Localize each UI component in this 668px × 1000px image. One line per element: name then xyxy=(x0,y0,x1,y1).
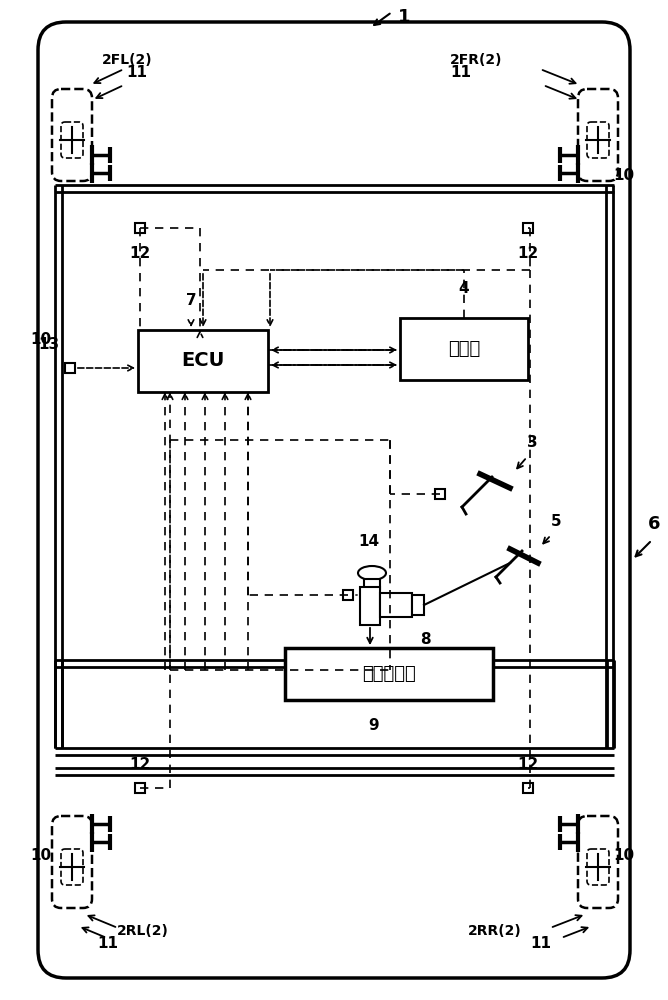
Text: 11: 11 xyxy=(450,65,471,80)
Text: ECU: ECU xyxy=(181,352,224,370)
Bar xyxy=(65,363,75,373)
FancyBboxPatch shape xyxy=(587,849,609,885)
Text: 4: 4 xyxy=(459,281,470,296)
Bar xyxy=(360,587,380,625)
Text: 2FR(2): 2FR(2) xyxy=(450,53,502,67)
Text: 1: 1 xyxy=(398,8,411,26)
FancyBboxPatch shape xyxy=(61,122,83,158)
Bar xyxy=(523,783,533,793)
Bar xyxy=(343,590,353,600)
Text: 9: 9 xyxy=(369,718,379,733)
FancyBboxPatch shape xyxy=(38,22,630,978)
Text: 3: 3 xyxy=(527,435,538,450)
Text: 13: 13 xyxy=(38,337,59,352)
Text: 12: 12 xyxy=(130,757,150,772)
Bar xyxy=(412,595,424,615)
Text: 14: 14 xyxy=(358,534,379,549)
FancyBboxPatch shape xyxy=(52,816,92,908)
Text: 5: 5 xyxy=(551,514,562,529)
Text: 11: 11 xyxy=(530,936,551,951)
Text: 液压控制器: 液压控制器 xyxy=(362,665,416,683)
FancyBboxPatch shape xyxy=(52,89,92,181)
FancyBboxPatch shape xyxy=(578,89,618,181)
Bar xyxy=(523,223,533,233)
Text: 2FL(2): 2FL(2) xyxy=(102,53,152,67)
Text: 10: 10 xyxy=(613,167,634,182)
Bar xyxy=(138,330,268,392)
Text: 11: 11 xyxy=(97,936,118,951)
Bar xyxy=(380,593,412,617)
Text: 6: 6 xyxy=(648,515,661,533)
Text: 12: 12 xyxy=(518,246,538,261)
Text: 12: 12 xyxy=(518,757,538,772)
Text: 10: 10 xyxy=(30,848,51,862)
Bar xyxy=(285,648,493,700)
Bar xyxy=(400,318,528,380)
FancyBboxPatch shape xyxy=(587,122,609,158)
Text: 2RL(2): 2RL(2) xyxy=(117,924,169,938)
Text: 11: 11 xyxy=(126,65,147,80)
Ellipse shape xyxy=(358,566,386,580)
Text: 10: 10 xyxy=(613,848,634,862)
FancyBboxPatch shape xyxy=(61,849,83,885)
Bar xyxy=(364,579,380,589)
Text: 10: 10 xyxy=(30,332,51,348)
Bar xyxy=(135,223,145,233)
Bar xyxy=(435,489,445,499)
Text: 8: 8 xyxy=(420,632,431,647)
Text: 7: 7 xyxy=(186,293,196,308)
Text: 12: 12 xyxy=(130,246,150,261)
Bar xyxy=(135,783,145,793)
Text: 2RR(2): 2RR(2) xyxy=(468,924,522,938)
FancyBboxPatch shape xyxy=(578,816,618,908)
Text: 驱动源: 驱动源 xyxy=(448,340,480,358)
